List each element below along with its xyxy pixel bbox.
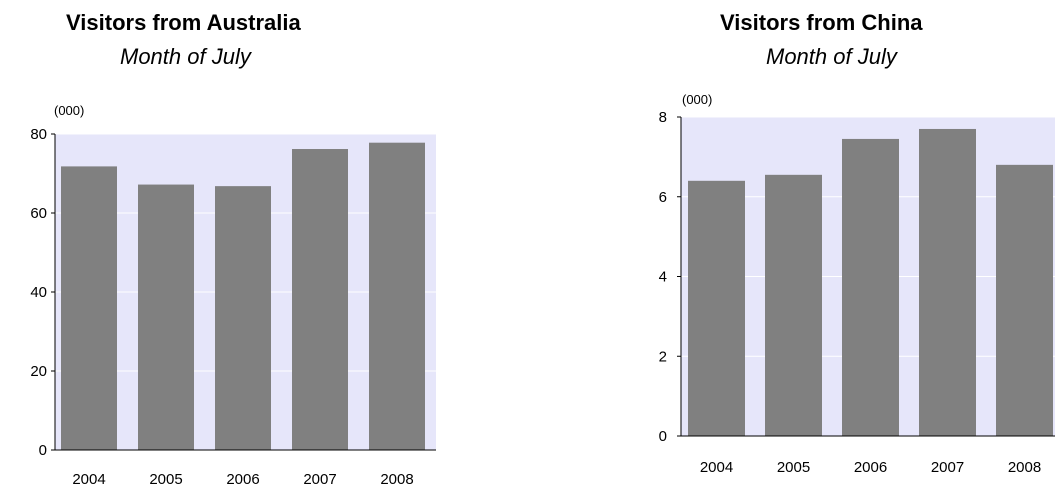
y-tick-label: 80	[30, 126, 47, 143]
x-tick-label: 2008	[1008, 459, 1041, 476]
bar-2006	[842, 138, 899, 436]
bar-2004	[61, 166, 117, 450]
x-tick-label: 2007	[303, 471, 336, 488]
x-tick-label: 2007	[931, 459, 964, 476]
bar-2007	[292, 149, 348, 450]
x-tick-label: 2006	[854, 459, 887, 476]
bar-2008	[996, 164, 1053, 436]
x-tick-label: 2006	[226, 471, 259, 488]
chart-title: Visitors from China	[720, 10, 923, 35]
chart-subtitle: Month of July	[120, 44, 251, 69]
bar-2005	[138, 184, 194, 450]
bar-2008	[369, 142, 425, 450]
bar-2004	[688, 180, 745, 436]
y-tick-label: 20	[30, 363, 47, 380]
x-tick-label: 2008	[380, 471, 413, 488]
unit-label: (000)	[682, 92, 712, 107]
y-tick-label: 8	[659, 109, 667, 126]
x-tick-label: 2004	[72, 471, 105, 488]
x-tick-label: 2005	[149, 471, 182, 488]
x-tick-label: 2005	[777, 459, 810, 476]
bar-2005	[765, 174, 822, 436]
y-tick-label: 4	[659, 269, 667, 286]
y-tick-label: 40	[30, 284, 47, 301]
x-tick-label: 2004	[700, 459, 733, 476]
chart-plot: 0 2 4 6 8 2004 2005 2006 2007 2008 (000)	[659, 92, 1055, 476]
chart-plot: 0 20 40 60 80 2004 2005 2006 2007 2008 (000)	[30, 103, 436, 488]
y-tick-label: 0	[39, 442, 47, 459]
y-tick-label: 60	[30, 205, 47, 222]
chart-subtitle: Month of July	[766, 44, 897, 69]
y-tick-label: 6	[659, 189, 667, 206]
bar-2007	[919, 128, 976, 436]
unit-label: (000)	[54, 103, 84, 118]
chart-china: Visitors from China Month of July 0 2 4 6 8 2…	[625, 0, 1055, 491]
chart-australia: Visitors from Australia Month of July 0 2…	[0, 0, 460, 491]
y-tick-label: 2	[659, 348, 667, 365]
bar-2006	[215, 186, 271, 450]
chart-title: Visitors from Australia	[66, 10, 301, 35]
y-tick-label: 0	[659, 428, 667, 445]
